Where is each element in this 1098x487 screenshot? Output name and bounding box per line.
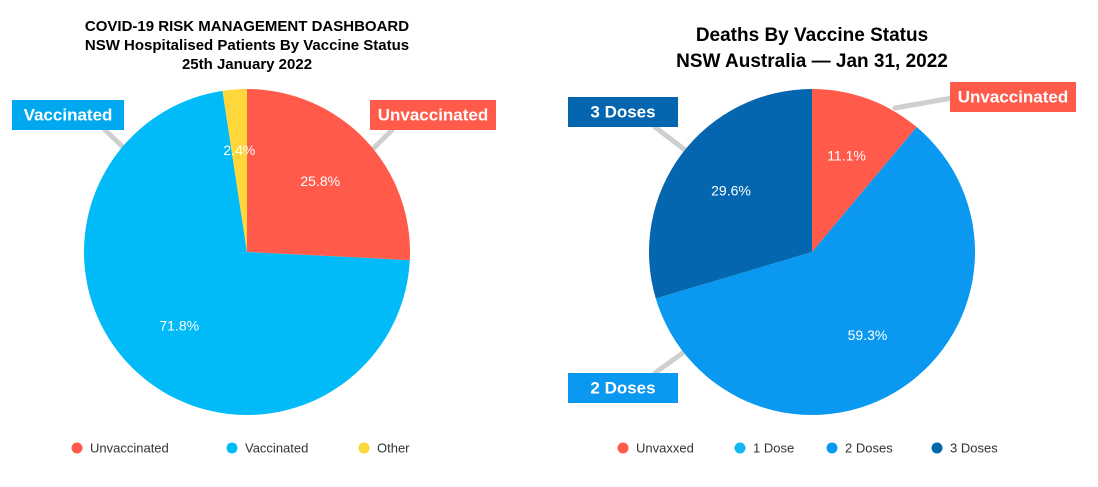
- chart-left-title-line-3: 25th January 2022: [182, 56, 312, 73]
- callout-box-3-doses: [568, 97, 678, 127]
- slice-value-label-3-doses: 29.6%: [711, 182, 751, 198]
- legend-marker-2-doses: [826, 442, 838, 454]
- chart-left-title-line-1: COVID-19 RISK MANAGEMENT DASHBOARD: [85, 18, 409, 35]
- callout-label-vaccinated: Vaccinated: [24, 105, 113, 124]
- callout-leader-line: [369, 127, 395, 153]
- callout-label-3-doses: 3 Doses: [590, 102, 655, 121]
- slice-value-label-vaccinated: 71.8%: [159, 318, 199, 334]
- callout-box-unvaccinated: [950, 82, 1076, 112]
- pie-slice-2-doses: [655, 127, 976, 416]
- chart-right-title-line-1: Deaths By Vaccine Status: [696, 25, 928, 46]
- chart-left-title-line-2: NSW Hospitalised Patients By Vaccine Sta…: [85, 37, 409, 54]
- callout-leader-line: [892, 94, 961, 111]
- pie-slice-other: [222, 89, 247, 252]
- legend-label-other: Other: [377, 440, 410, 455]
- callout-box-vaccinated: [12, 100, 124, 130]
- pie-slice-3-doses: [649, 89, 812, 299]
- slice-value-label-unvaxxed: 11.1%: [827, 148, 866, 164]
- legend-marker-1-dose: [734, 442, 746, 454]
- callout-leader-line: [102, 127, 129, 153]
- pie-chart-2: 11.1% 59.3% 29.6% 3 Doses Unvaccinated 2 Dose…: [568, 82, 1076, 455]
- slice-value-label-other: 2.4%: [223, 142, 255, 158]
- callout-label-unvaccinated: Unvaccinated: [378, 105, 489, 124]
- legend-marker-unvaccinated: [71, 442, 83, 454]
- pie-chart-1: 25.8% 71.8% 2.4% Vaccinated Unvaccinated Unva…: [12, 89, 496, 455]
- chart-right-title-line-2: NSW Australia — Jan 31, 2022: [676, 51, 948, 72]
- legend-label-3-doses: 3 Doses: [950, 440, 998, 455]
- legend-label-2-doses: 2 Doses: [845, 440, 893, 455]
- legend-marker-vaccinated: [226, 442, 238, 454]
- callout-leader-line: [652, 349, 687, 376]
- slice-value-label-2-doses: 59.3%: [848, 327, 888, 343]
- pie-slice-unvaccinated: [247, 89, 410, 261]
- callout-label-2-doses: 2 Doses: [590, 378, 655, 397]
- chart-left: COVID-19 RISK MANAGEMENT DASHBOARD NSW H…: [85, 18, 409, 73]
- callout-box-2-doses: [568, 373, 678, 403]
- pie-slice-vaccinated: [83, 90, 410, 415]
- pie-slice-unvaxxed: [812, 89, 917, 252]
- legend-marker-3-doses: [931, 442, 943, 454]
- callout-box-unvaccinated: [370, 100, 496, 130]
- legend-label-unvaxxed: Unvaxxed: [636, 440, 694, 455]
- callout-label-unvaccinated: Unvaccinated: [958, 87, 1069, 106]
- chart-right: Deaths By Vaccine Status NSW Australia —…: [676, 25, 948, 72]
- legend-marker-other: [358, 442, 370, 454]
- callout-leader-line: [652, 124, 688, 153]
- legend-marker-unvaxxed: [617, 442, 629, 454]
- legend-label-unvaccinated: Unvaccinated: [90, 440, 169, 455]
- slice-value-label-unvaccinated: 25.8%: [300, 173, 340, 189]
- legend-label-vaccinated: Vaccinated: [245, 440, 308, 455]
- legend-label-1-dose: 1 Dose: [753, 440, 794, 455]
